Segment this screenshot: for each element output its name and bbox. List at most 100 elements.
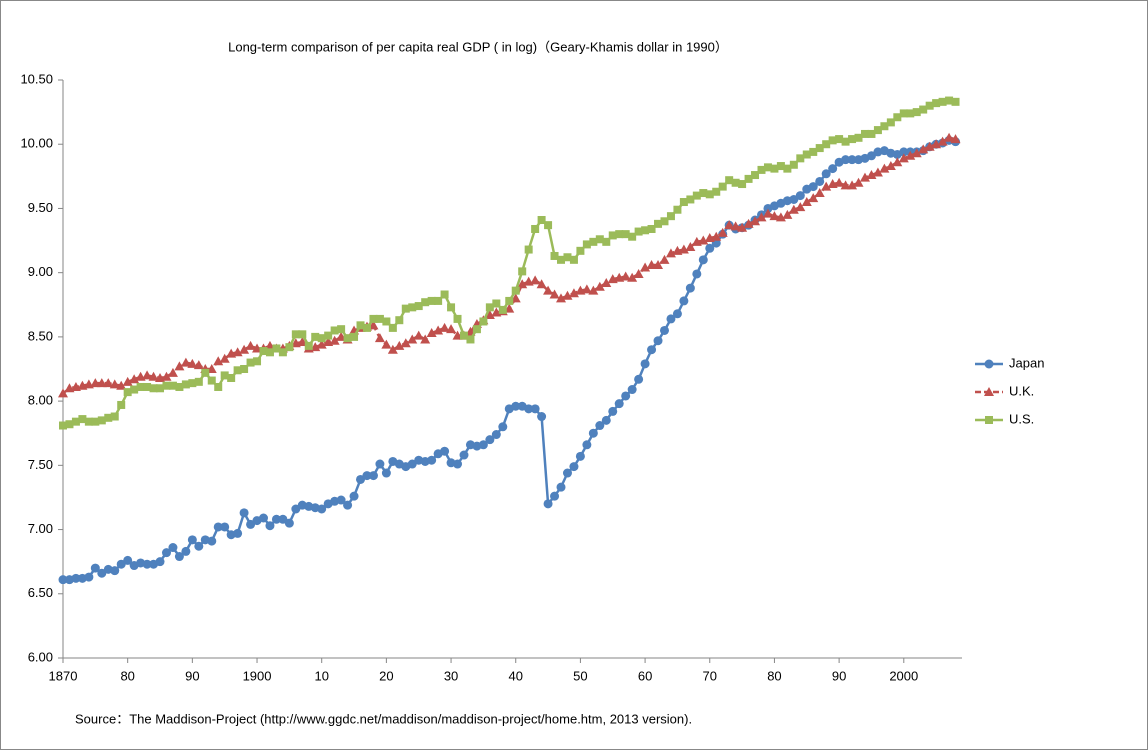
- data-point: [78, 415, 87, 424]
- data-point: [659, 254, 670, 264]
- data-point: [549, 289, 560, 299]
- data-point: [686, 195, 695, 204]
- data-point: [562, 468, 572, 478]
- data-point: [491, 430, 501, 440]
- data-point: [395, 316, 404, 325]
- data-point: [737, 222, 748, 232]
- data-point: [505, 296, 514, 305]
- data-point: [932, 99, 941, 108]
- data-point: [821, 169, 831, 179]
- data-point: [660, 217, 669, 226]
- data-point: [627, 272, 638, 282]
- data-point: [278, 348, 287, 357]
- data-point: [317, 334, 326, 343]
- data-point: [122, 376, 133, 386]
- data-point: [898, 153, 909, 163]
- data-point: [304, 341, 313, 350]
- data-point: [426, 328, 437, 338]
- data-point: [751, 171, 760, 180]
- data-point: [815, 144, 824, 153]
- data-point: [97, 568, 107, 578]
- y-tick-label: 7.50: [28, 457, 53, 472]
- data-point: [174, 361, 185, 371]
- y-tick-label: 9.00: [28, 264, 53, 279]
- data-point: [880, 122, 889, 131]
- data-point: [71, 417, 80, 426]
- data-point: [104, 413, 113, 422]
- data-point: [743, 218, 754, 228]
- data-point: [931, 139, 942, 149]
- data-point: [162, 381, 171, 390]
- legend-label: U.S.: [1009, 411, 1034, 426]
- data-point: [757, 165, 766, 174]
- data-point: [194, 541, 204, 551]
- data-point: [265, 521, 275, 531]
- data-point: [653, 259, 664, 269]
- data-point: [142, 559, 152, 569]
- data-point: [698, 255, 708, 265]
- data-point: [853, 177, 864, 187]
- y-tick-label: 7.00: [28, 521, 53, 536]
- data-point: [129, 374, 140, 384]
- data-point: [245, 340, 256, 350]
- data-point: [381, 339, 392, 349]
- data-point: [730, 221, 741, 231]
- data-point: [207, 536, 217, 546]
- data-point: [582, 240, 591, 249]
- data-point: [666, 314, 676, 324]
- data-point: [711, 231, 722, 241]
- data-point: [434, 296, 443, 305]
- data-point: [634, 227, 643, 236]
- data-point: [181, 546, 191, 556]
- data-point: [685, 241, 696, 251]
- data-point: [620, 271, 631, 281]
- data-point: [945, 96, 954, 105]
- data-point: [589, 237, 598, 246]
- data-point: [822, 140, 831, 149]
- data-point: [775, 212, 786, 222]
- data-point: [796, 154, 805, 163]
- data-point: [725, 176, 734, 185]
- data-point: [161, 371, 172, 381]
- data-point: [911, 148, 922, 158]
- data-point: [284, 518, 294, 528]
- data-point: [375, 459, 385, 469]
- data-point: [58, 575, 68, 585]
- data-point: [381, 468, 391, 478]
- data-point: [776, 162, 785, 171]
- x-tick-label: 20: [379, 668, 393, 683]
- data-point: [614, 399, 624, 409]
- data-point: [789, 160, 798, 169]
- legend-label: Japan: [1009, 355, 1044, 370]
- data-point: [588, 428, 598, 438]
- data-point: [278, 514, 288, 524]
- data-point: [291, 330, 300, 339]
- data-point: [193, 360, 204, 370]
- data-point: [96, 378, 107, 388]
- data-point: [103, 378, 114, 388]
- data-point: [187, 535, 197, 545]
- data-point: [886, 118, 895, 127]
- data-point: [782, 209, 793, 219]
- data-point: [161, 548, 171, 558]
- data-point: [194, 377, 203, 386]
- data-point: [420, 334, 431, 344]
- data-point: [892, 157, 903, 167]
- data-point: [498, 305, 507, 314]
- data-point: [608, 231, 617, 240]
- y-tick-label: 8.00: [28, 393, 53, 408]
- data-point: [627, 385, 637, 395]
- data-point: [232, 347, 243, 357]
- data-point: [944, 132, 955, 142]
- data-point: [356, 321, 365, 330]
- data-point: [374, 333, 385, 343]
- data-point: [116, 380, 127, 390]
- data-point: [485, 435, 495, 445]
- data-point: [350, 332, 359, 341]
- data-point: [168, 381, 177, 390]
- data-point: [581, 284, 592, 294]
- data-point: [536, 279, 547, 289]
- x-tick-label: 40: [508, 668, 522, 683]
- data-point: [866, 170, 877, 180]
